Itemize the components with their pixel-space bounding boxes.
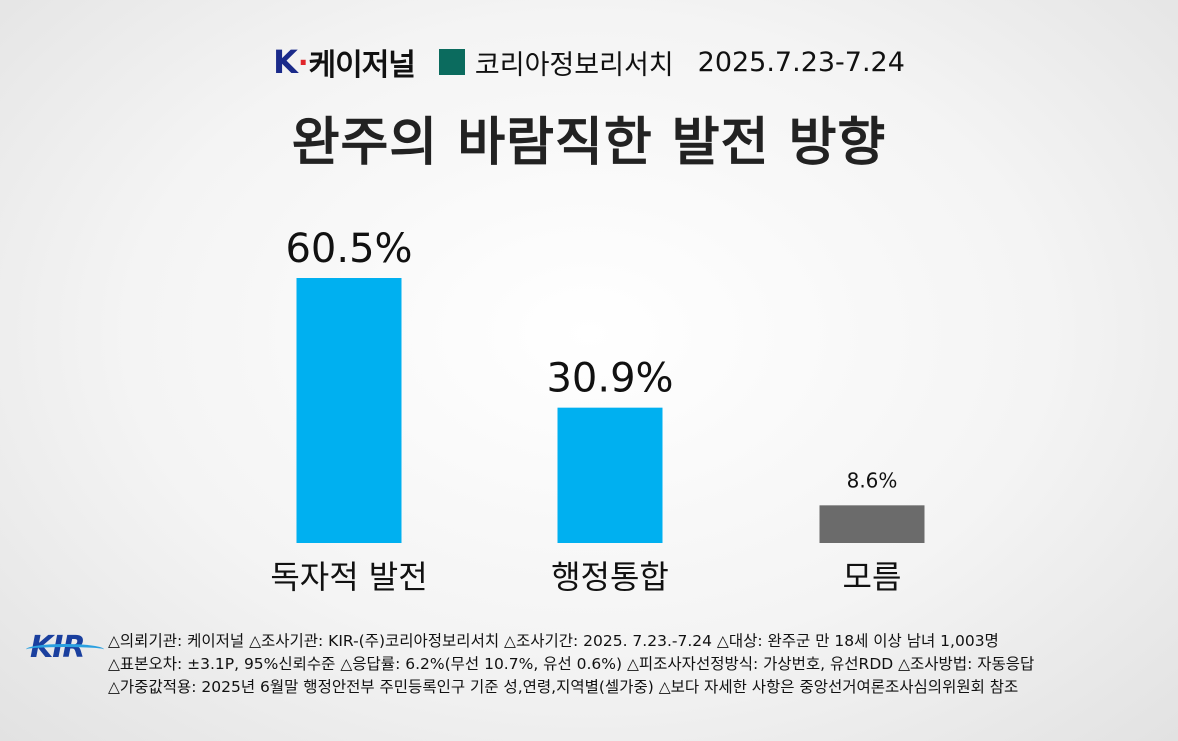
- note-line-3: △가중값적용: 2025년 6월말 행정안전부 주민등록인구 기준 성,연령,지…: [108, 678, 1019, 696]
- bar-2: [557, 407, 663, 543]
- header: K · 케이저널 코리아정보리서치 2025.7.23-7.24: [0, 40, 1178, 84]
- survey-date: 2025.7.23-7.24: [697, 46, 905, 78]
- category-label-3: 모름: [843, 558, 902, 596]
- brand-logo: K · 케이저널: [273, 40, 416, 84]
- category-label-1: 독자적 발전: [270, 558, 427, 596]
- note-line-2: △표본오차: ±3.1P, 95%신뢰수준 △응답률: 6.2%(무선 10.7…: [108, 655, 1035, 673]
- kir-logo: KIR: [26, 630, 104, 665]
- footer-notes: KIR △의뢰기관: 케이저널 △조사기관: KIR-(주)코리아정보리서치 △…: [26, 626, 1160, 706]
- note-line-1: △의뢰기관: 케이저널 △조사기관: KIR-(주)코리아정보리서치 △조사기간…: [108, 632, 999, 650]
- source-square-icon: [438, 49, 465, 75]
- value-label-1: 60.5%: [285, 226, 412, 272]
- brand-name: 케이저널: [308, 48, 416, 83]
- category-label-2: 행정통합: [551, 558, 669, 596]
- brand-logo-k: K: [273, 43, 298, 81]
- value-label-2: 30.9%: [546, 356, 673, 402]
- bar-3: [819, 505, 925, 543]
- methodology-notes: △의뢰기관: 케이저널 △조사기관: KIR-(주)코리아정보리서치 △조사기간…: [108, 630, 1034, 699]
- brand-logo-dot: ·: [297, 45, 309, 79]
- survey-source: 코리아정보리서치: [474, 49, 674, 81]
- value-label-3: 8.6%: [847, 468, 898, 492]
- bar-1: [296, 278, 402, 543]
- page-title: 완주의 바람직한 발전 방향: [291, 113, 887, 173]
